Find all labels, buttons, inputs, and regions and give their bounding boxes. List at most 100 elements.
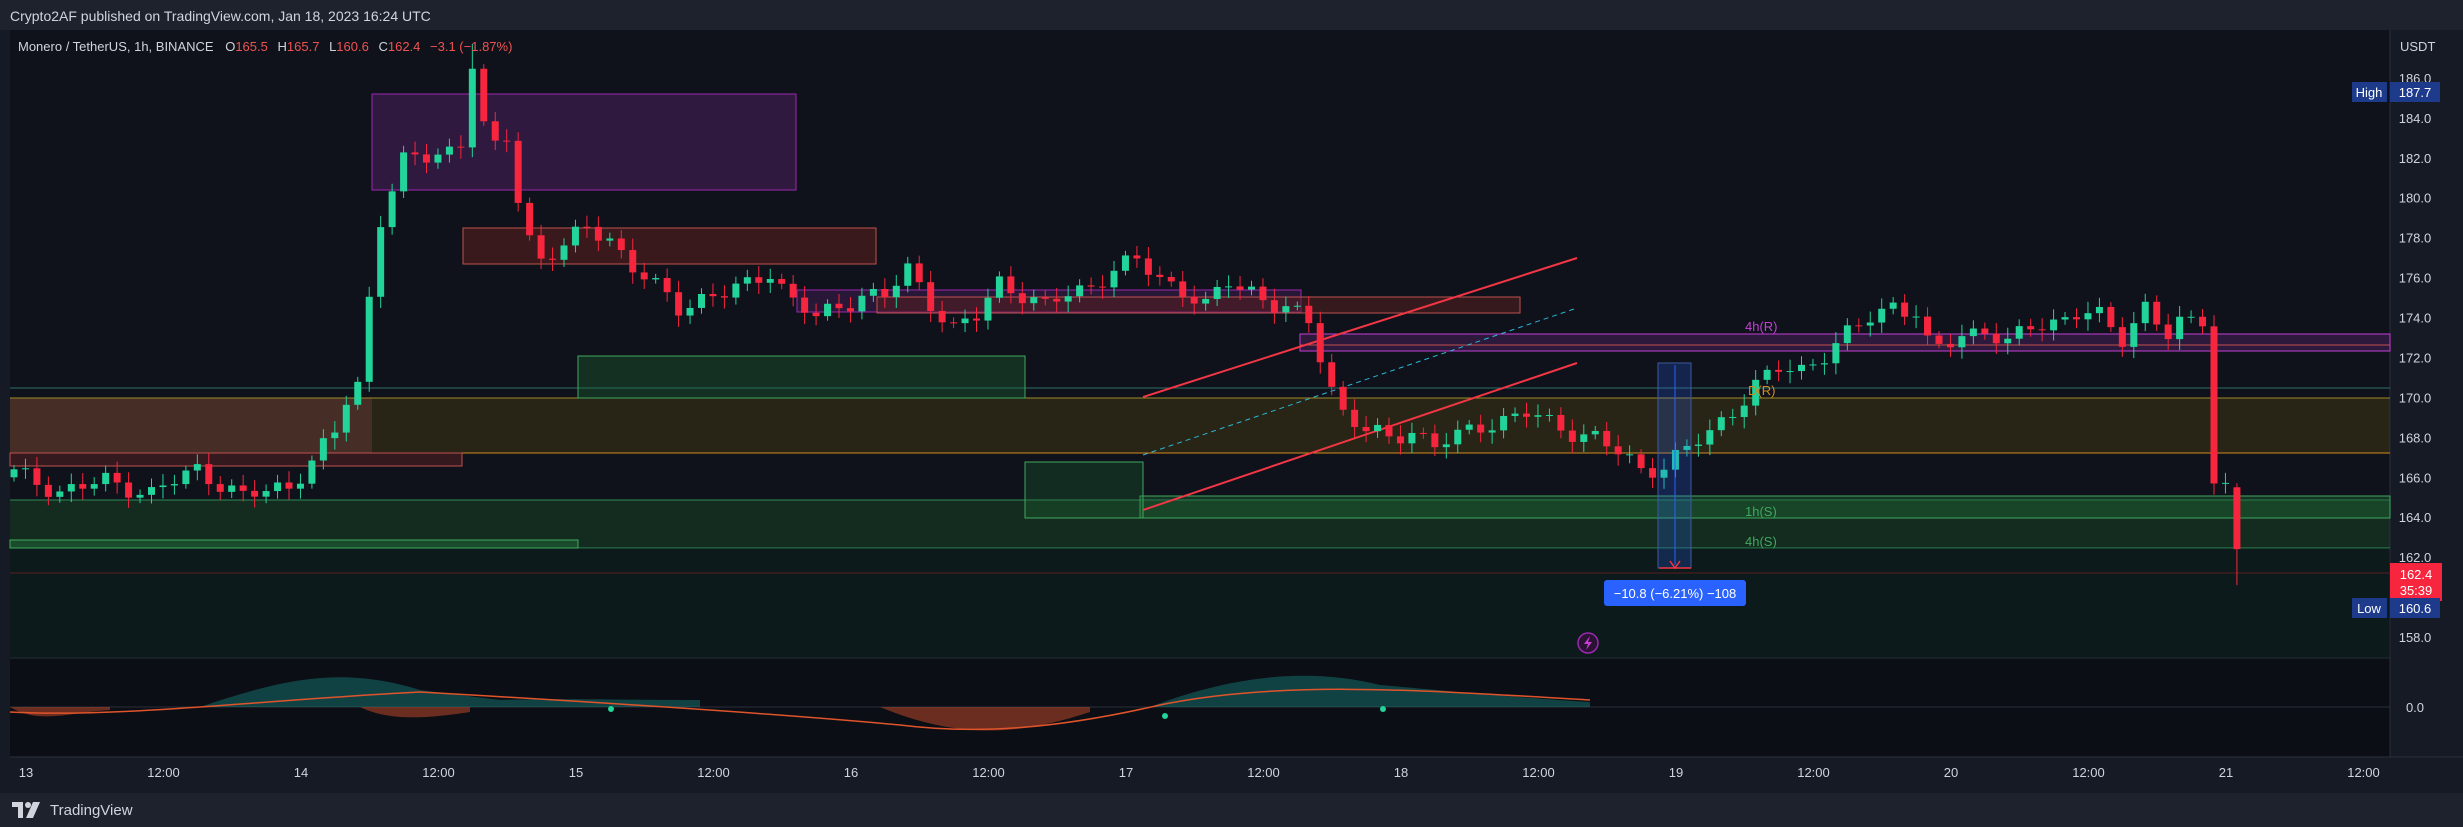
candle-body bbox=[1477, 424, 1485, 433]
candle-body bbox=[1339, 386, 1347, 410]
candle-body bbox=[56, 491, 64, 497]
candle-body bbox=[148, 487, 155, 495]
candle-body bbox=[1580, 434, 1588, 442]
candle-body bbox=[583, 226, 591, 228]
candle-body bbox=[1385, 424, 1393, 437]
candle-body bbox=[1820, 363, 1828, 365]
candle-body bbox=[503, 140, 511, 142]
candle-body bbox=[1167, 277, 1175, 282]
candle-body bbox=[594, 226, 602, 241]
candle-body bbox=[1041, 297, 1049, 299]
candle-body bbox=[1419, 432, 1427, 434]
candle-body bbox=[1912, 316, 1920, 318]
candle-body bbox=[1981, 328, 1989, 334]
candle-body bbox=[1832, 343, 1840, 364]
candle-body bbox=[113, 472, 121, 483]
candle-body bbox=[915, 263, 923, 283]
zone-red-176 bbox=[876, 296, 1521, 314]
candle-body bbox=[1270, 300, 1278, 313]
candle-body bbox=[205, 464, 213, 485]
candle-body bbox=[1992, 333, 2000, 344]
candle-body bbox=[1099, 286, 1107, 288]
candle-body bbox=[365, 296, 373, 382]
zone-red-left bbox=[9, 452, 463, 467]
candle-body bbox=[2153, 301, 2161, 325]
lightning-icon[interactable] bbox=[1577, 632, 1599, 654]
candle-body bbox=[1775, 369, 1783, 372]
candle-body bbox=[10, 469, 18, 478]
candle-body bbox=[411, 152, 419, 155]
candle-body bbox=[1694, 444, 1702, 446]
time-tick-label: 12:00 bbox=[2347, 765, 2380, 780]
candle-body bbox=[1969, 328, 1977, 337]
legend-l-label: L bbox=[329, 39, 336, 54]
zone-red-180 bbox=[462, 227, 877, 265]
candle-body bbox=[1431, 433, 1439, 448]
zone-green-left bbox=[9, 539, 579, 549]
zone-label-d-r: D(R) bbox=[1748, 383, 1775, 398]
candle-body bbox=[2118, 327, 2126, 347]
candle-body bbox=[1018, 293, 1026, 304]
candle-body bbox=[308, 460, 316, 484]
legend-o-label: O bbox=[225, 39, 235, 54]
candle-body bbox=[2107, 306, 2115, 328]
zone-label-4h-r: 4h(R) bbox=[1745, 319, 1778, 334]
candle-body bbox=[1064, 296, 1072, 302]
time-tick-label: 12:00 bbox=[2072, 765, 2105, 780]
candle-body bbox=[400, 152, 408, 192]
candle-body bbox=[1637, 454, 1645, 469]
candle-body bbox=[950, 322, 958, 324]
time-tick-label: 12:00 bbox=[147, 765, 180, 780]
candle-body bbox=[1087, 285, 1095, 287]
time-axis[interactable]: 13 12:00 14 12:00 15 12:00 16 12:00 17 12:00 18 12:… bbox=[19, 765, 2380, 780]
candle-body bbox=[1076, 285, 1084, 297]
oscillator-zero-tick: 0.0 bbox=[2406, 700, 2424, 715]
candle-body bbox=[1351, 409, 1359, 427]
candle-body bbox=[1878, 308, 1886, 323]
price-ticks: 158.0160.0162.0164.0166.0168.0170.0172.0… bbox=[2399, 71, 2432, 645]
candle-body bbox=[2084, 313, 2092, 320]
candle-body bbox=[961, 318, 969, 324]
osc-dot-2 bbox=[1162, 713, 1168, 719]
zone-green-17 bbox=[1024, 461, 1144, 519]
last-price-box bbox=[2390, 563, 2442, 601]
tradingview-logo[interactable]: TradingView bbox=[12, 800, 133, 820]
candle-body bbox=[1786, 371, 1794, 373]
candle-body bbox=[2130, 323, 2138, 347]
candle-body bbox=[2050, 319, 2058, 331]
legend-open: 165.5 bbox=[235, 39, 268, 54]
candle-body bbox=[1717, 417, 1725, 431]
price-tick-label: 166.0 bbox=[2399, 470, 2432, 485]
candle-body bbox=[1190, 296, 1198, 304]
price-chart[interactable]: −10.8 (−6.21%) −108 4h(R) D(R) 1h(S) 4h(… bbox=[0, 30, 2463, 793]
zone-support-low bbox=[10, 548, 2390, 658]
candle-body bbox=[1866, 322, 1874, 326]
candle-body bbox=[1740, 405, 1748, 417]
candle-body bbox=[892, 285, 900, 298]
candle-body bbox=[1144, 258, 1152, 275]
candle-body bbox=[1488, 430, 1496, 433]
candle-body bbox=[1442, 444, 1450, 448]
time-tick-label: 12:00 bbox=[1247, 765, 1280, 780]
candle-body bbox=[824, 303, 832, 317]
price-tick-label: 168.0 bbox=[2399, 430, 2432, 445]
rising-channel[interactable] bbox=[1142, 257, 1578, 511]
price-axis[interactable]: USDT 158.0160.0162.0164.0166.0168.0170.0… bbox=[2352, 39, 2442, 715]
candle-body bbox=[1763, 369, 1771, 380]
price-tick-label: 172.0 bbox=[2399, 350, 2432, 365]
low-label-box bbox=[2352, 598, 2387, 618]
candle-body bbox=[686, 307, 694, 316]
time-tick-label: 12:00 bbox=[1522, 765, 1555, 780]
price-range-measure[interactable]: −10.8 (−6.21%) −108 bbox=[1604, 362, 1746, 606]
candle-body bbox=[1316, 323, 1324, 363]
candle-body bbox=[1855, 325, 1863, 327]
candle-body bbox=[136, 494, 144, 498]
candle-body bbox=[1924, 316, 1932, 336]
candle-body bbox=[251, 490, 259, 497]
candle-body bbox=[1362, 426, 1370, 432]
candle-body bbox=[766, 279, 774, 283]
candle-body bbox=[514, 140, 522, 203]
candle-body bbox=[1683, 445, 1691, 450]
candle-body bbox=[755, 277, 763, 283]
candle-body bbox=[2073, 317, 2080, 320]
